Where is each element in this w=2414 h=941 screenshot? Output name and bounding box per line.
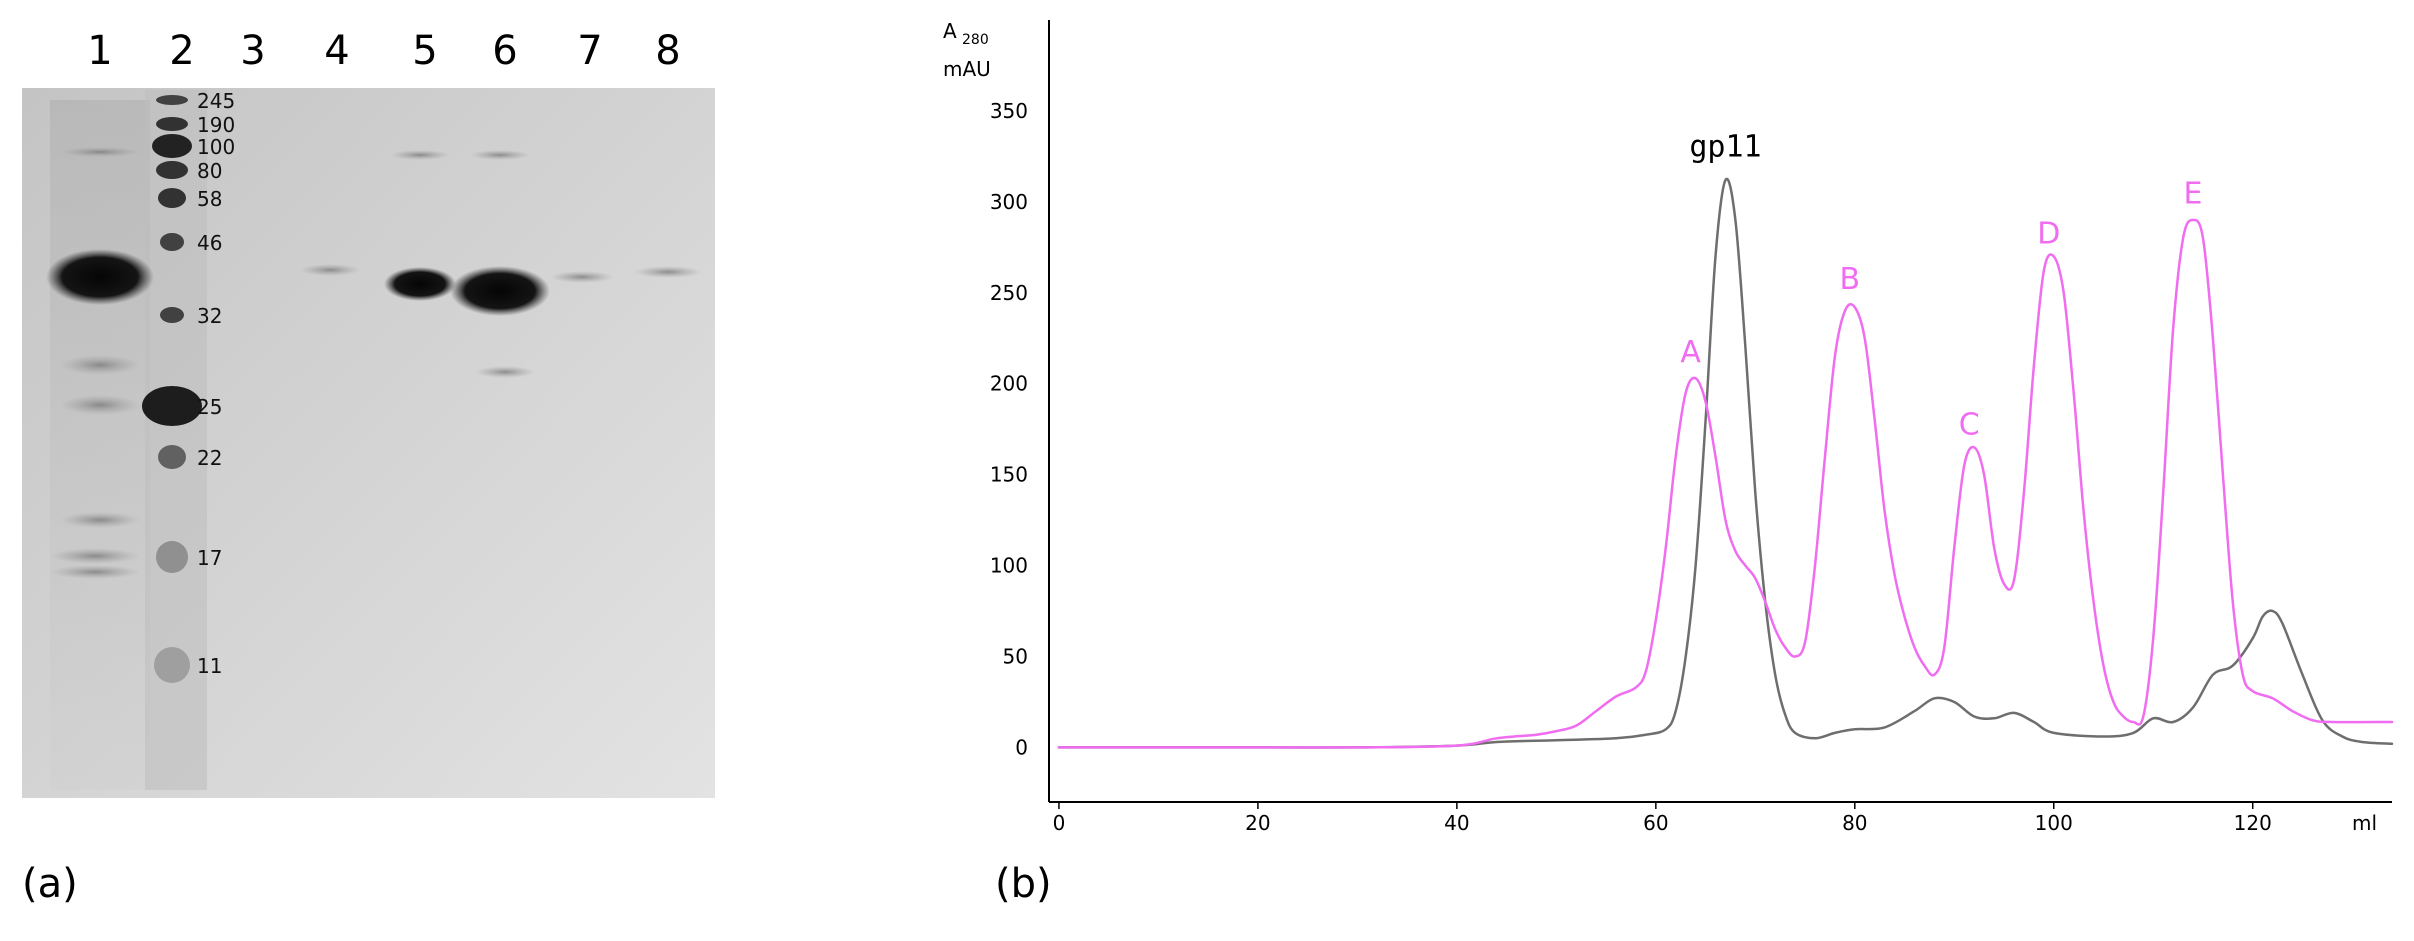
marker-band [158, 188, 186, 208]
y-ticks: 0 50 100 150 200 250 300 350 [990, 99, 1028, 760]
marker-label: 22 [197, 446, 222, 470]
panel-b-label: (b) [995, 861, 1052, 907]
lane-1-faint-band [50, 548, 140, 564]
marker-band [158, 445, 186, 469]
lane-1-faint-band [60, 355, 140, 375]
lane-label-1: 1 [87, 28, 112, 74]
marker-label: 80 [197, 159, 222, 183]
lane-5-band [390, 150, 450, 160]
y-tick-label: 50 [1003, 645, 1028, 669]
y-axis-title: A 280 mAU [943, 19, 991, 81]
x-tick-label: 120 [2234, 811, 2272, 835]
marker-label: 245 [197, 89, 235, 113]
lane-1-faint-band [60, 147, 140, 157]
lane-6-band [450, 266, 550, 316]
marker-band [154, 647, 190, 683]
x-tick-label: 20 [1245, 811, 1270, 835]
y-tick-label: 150 [990, 463, 1028, 487]
y-tick-label: 300 [990, 190, 1028, 214]
lane-1-main-band [46, 249, 154, 305]
marker-label: 100 [197, 135, 235, 159]
marker-band [156, 541, 188, 573]
lane-label-6: 6 [492, 28, 517, 74]
marker-label: 11 [197, 654, 222, 678]
x-tick-label: 100 [2035, 811, 2073, 835]
x-tick-label: 80 [1842, 811, 1867, 835]
x-tick-label: 0 [1053, 811, 1066, 835]
lane-4-band [300, 264, 360, 276]
series [1057, 177, 2394, 749]
lane-1-faint-band [60, 395, 140, 415]
marker-band [156, 95, 188, 105]
lane-1-smear [50, 100, 150, 790]
standard-peak-label: D [2037, 217, 2060, 252]
lane-label-2: 2 [169, 28, 194, 74]
y-axis-label-sub: 280 [962, 32, 989, 48]
y-tick-label: 0 [1015, 735, 1028, 759]
x-ticks: 0 20 40 60 80 100 120 [1053, 802, 2272, 835]
marker-label: 190 [197, 113, 235, 137]
marker-bands [142, 95, 202, 683]
gp11-peak-label: gp11 [1689, 129, 1761, 164]
lane-label-3: 3 [240, 28, 265, 74]
marker-label: 46 [197, 231, 222, 255]
lane-8-band [634, 266, 702, 278]
x-tick-label: 60 [1643, 811, 1668, 835]
chromatogram-panel: A 280 mAU 0 50 100 150 200 250 300 350 0 20 40 60 8… [943, 19, 2394, 907]
lane-label-5: 5 [412, 28, 437, 74]
series-labels: gp11 A B C D E [1680, 129, 2202, 442]
y-tick-label: 200 [990, 372, 1028, 396]
standards-trace [1057, 218, 2394, 749]
marker-band [160, 307, 184, 323]
standard-peak-label: B [1840, 262, 1861, 297]
lane-6-band [470, 150, 530, 160]
x-tick-label: 40 [1444, 811, 1469, 835]
y-axis-label-main: A [943, 19, 957, 43]
lane-label-8: 8 [655, 28, 680, 74]
marker-band [156, 161, 188, 179]
panel-a-label: (a) [22, 861, 78, 907]
lane-1-faint-band [50, 565, 140, 579]
marker-band [152, 134, 192, 158]
gp11-trace [1057, 177, 2394, 749]
lane-5-band [384, 267, 456, 301]
standard-peak-label: C [1959, 408, 1980, 443]
lane-7-band [550, 271, 614, 283]
lane-1-faint-band [60, 512, 140, 528]
marker-label: 58 [197, 187, 222, 211]
standard-peak-label: A [1680, 335, 1701, 370]
marker-label: 32 [197, 304, 222, 328]
lane-label-7: 7 [577, 28, 602, 74]
y-tick-label: 100 [990, 554, 1028, 578]
lane-label-4: 4 [324, 28, 349, 74]
marker-label: 25 [197, 395, 222, 419]
lane-6-band [475, 366, 535, 378]
y-axis-label-unit: mAU [943, 57, 991, 81]
standard-peak-label: E [2184, 177, 2203, 212]
marker-band [156, 117, 188, 131]
marker-band [142, 386, 202, 426]
marker-label: 17 [197, 546, 222, 570]
y-tick-label: 350 [990, 99, 1028, 123]
x-axis-label: ml [2352, 811, 2377, 835]
y-tick-label: 250 [990, 281, 1028, 305]
marker-band [160, 233, 184, 251]
